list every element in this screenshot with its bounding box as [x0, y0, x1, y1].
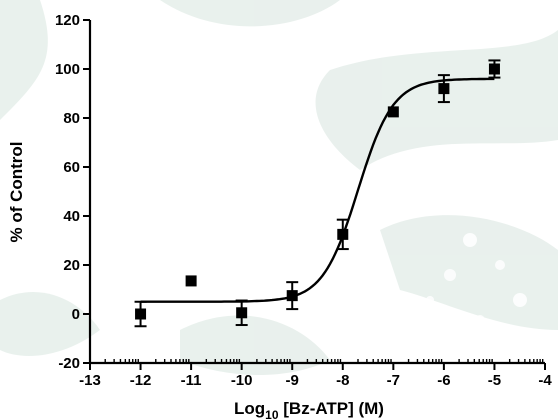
x-tick-label: -8 — [336, 372, 349, 389]
y-tick-label: 120 — [55, 12, 80, 29]
x-tick-label: -11 — [181, 372, 202, 389]
data-point-marker — [438, 83, 450, 95]
x-tick-label: -4 — [538, 372, 552, 389]
y-tick-label: -20 — [58, 355, 80, 372]
data-point-marker — [387, 106, 399, 118]
plot-axes — [88, 20, 545, 365]
x-tick-label: -13 — [79, 372, 101, 389]
data-point-marker — [135, 308, 147, 320]
data-point-marker — [185, 275, 197, 287]
data-point-marker — [236, 307, 248, 319]
x-tick-label: -9 — [286, 372, 299, 389]
x-axis-title: Log10 [Bz-ATP] (M) — [234, 399, 384, 419]
axis-ticks: -20 0 20 40 60 80 100 120 -13 -12 -11 -10 -9 -8 -7 -6 -5… — [55, 12, 552, 389]
y-axis-title: % of Control — [7, 141, 26, 242]
data-points — [134, 59, 501, 328]
fit-curve — [140, 77, 495, 303]
x-tick-label: -5 — [488, 372, 501, 389]
y-tick-label: 20 — [63, 257, 80, 274]
y-tick-label: 100 — [55, 61, 80, 78]
x-tick-label: -7 — [387, 372, 400, 389]
y-tick-label: 80 — [63, 110, 80, 127]
data-point-marker — [488, 63, 500, 75]
x-tick-label: -10 — [231, 372, 253, 389]
y-tick-label: 60 — [63, 159, 80, 176]
x-tick-label: -6 — [437, 372, 450, 389]
y-tick-label: 0 — [72, 306, 80, 323]
data-point-marker — [286, 290, 298, 302]
fit-curve-group — [140, 77, 495, 303]
data-point-marker — [337, 228, 349, 240]
x-tick-label: -12 — [130, 372, 152, 389]
y-tick-label: 40 — [63, 208, 80, 225]
